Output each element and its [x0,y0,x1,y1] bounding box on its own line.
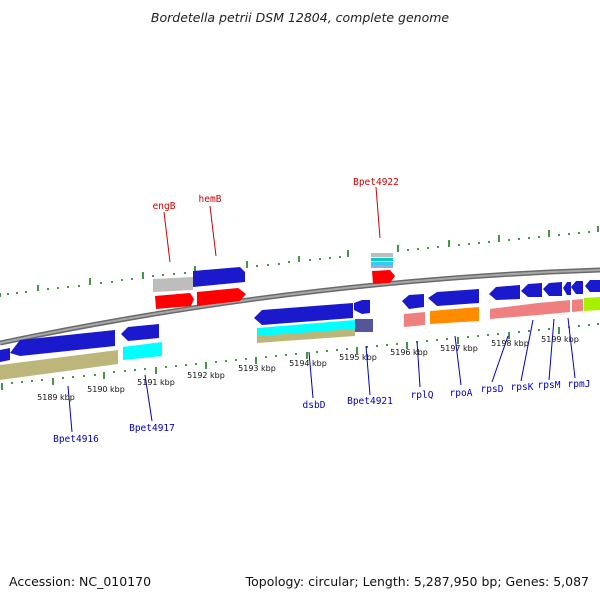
scale-label: 5189 kbp [37,393,75,402]
scale-label: 5193 kbp [238,364,276,373]
scale-label: 5199 kbp [541,335,579,344]
gene-hemb[interactable] [193,267,246,306]
gene-label-engb: engB [153,201,176,212]
gene-label-bpet4921: Bpet4921 [347,396,393,407]
gene-engb[interactable] [153,277,194,309]
gene-label-rpoa: rpoA [450,388,473,399]
gene-label-rpmj: rpmJ [568,379,591,390]
gene-rpsd[interactable] [489,285,538,319]
gene-label-rpsm: rpsM [538,380,561,391]
gene-bpet4917[interactable] [121,324,162,360]
scale-label: 5198 kbp [491,339,529,348]
gene-label-dsbd: dsbD [303,400,326,411]
scale-label: 5190 kbp [87,385,125,394]
gene-bpet4921[interactable] [354,300,373,332]
scale-label: 5197 kbp [440,344,478,353]
gene-bpet4916[interactable] [0,330,118,380]
gene-rpsm[interactable] [543,282,570,313]
gene-label-bpet4916: Bpet4916 [53,434,99,445]
genome-summary-text: Topology: circular; Length: 5,287,950 bp… [245,574,589,589]
upper-tick-line [0,226,599,297]
gene-rpoa[interactable] [428,289,479,324]
gene-label-bpet4917: Bpet4917 [129,423,175,434]
gene-rplq[interactable] [402,294,425,327]
gene-label-rpsd: rpsD [481,384,504,395]
gene-label-rplq: rplQ [411,390,434,401]
callout-lines [67,186,576,433]
scale-label: 5192 kbp [187,371,225,380]
gene-label-rpsk: rpsK [511,382,534,393]
gene-bpet4922[interactable] [371,253,395,284]
gene-label-bpet4922: Bpet4922 [353,177,399,188]
scale-label: 5191 kbp [137,378,175,387]
gene-label-hemb: hemB [199,194,222,205]
scale-label: 5194 kbp [289,359,327,368]
gene-rpsk[interactable] [521,283,560,315]
scale-label: 5195 kbp [339,353,377,362]
accession-text: Accession: NC_010170 [9,574,152,589]
gene-right-edge[interactable] [585,280,600,292]
gene-rpmj[interactable] [563,281,600,312]
scale-label: 5196 kbp [390,348,428,357]
gene-dsbd[interactable] [254,303,355,343]
map-title: Bordetella petrii DSM 12804, complete ge… [150,10,450,25]
